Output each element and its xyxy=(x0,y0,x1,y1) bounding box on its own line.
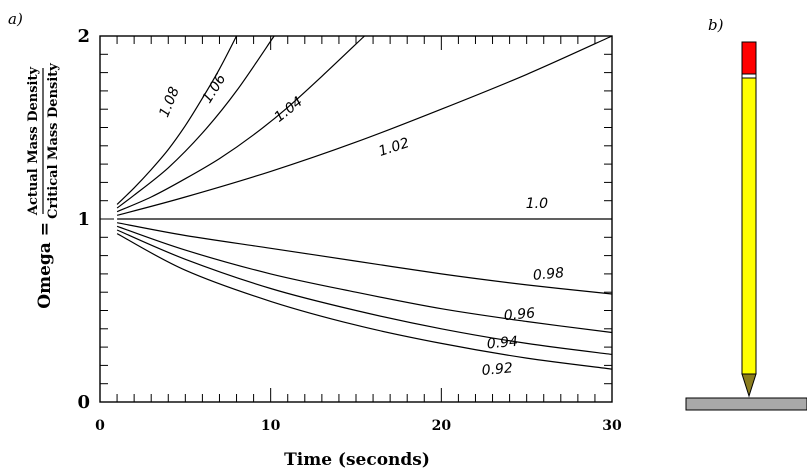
y-tick-label: 2 xyxy=(77,26,90,47)
panel-a-label: a) xyxy=(8,10,23,28)
curve-label-0-96: 0.96 xyxy=(503,305,536,324)
curve-label-1-04: 1.04 xyxy=(271,94,305,126)
curve-omega-1-04 xyxy=(116,35,365,213)
curve-omega-0-94 xyxy=(116,229,613,355)
curve-label-0-92: 0.92 xyxy=(481,360,514,379)
x-tick-label: 0 xyxy=(95,418,105,434)
plot-frame xyxy=(99,35,613,403)
panel-b-label: b) xyxy=(708,16,724,34)
curve-omega-1-06 xyxy=(116,35,275,209)
curve-label-0-94: 0.94 xyxy=(486,334,518,353)
curve-omega-0-98 xyxy=(116,222,613,295)
curve-labels: 1.08 1.06 1.04 1.02 1.0 0.98 0.96 0.94 0.92 xyxy=(156,71,564,379)
y-axis-title: Omega = Actual Mass Density Critical Mas… xyxy=(26,63,61,309)
y-axis-title-numerator: Actual Mass Density xyxy=(26,66,41,216)
curve-label-1-02: 1.02 xyxy=(377,135,412,160)
pencil-eraser xyxy=(741,41,757,75)
y-axis-title-denominator: Critical Mass Density xyxy=(46,63,61,219)
curve-label-1-06: 1.06 xyxy=(199,71,229,106)
omega-curves xyxy=(116,35,613,370)
balanced-pencil-illustration xyxy=(685,41,807,411)
curve-label-1-0: 1.0 xyxy=(526,196,548,212)
pencil-body xyxy=(741,77,757,375)
curve-omega-0-92 xyxy=(116,233,613,370)
pencil-tip xyxy=(741,373,757,398)
x-tick-label: 30 xyxy=(602,418,622,434)
curve-label-0-98: 0.98 xyxy=(532,265,565,284)
curve-omega-1-02 xyxy=(116,35,613,216)
omega-chart: 0 10 20 30 0 1 2 1.08 1.06 1.04 1.02 1.0 0.98 0.96 0.… xyxy=(26,26,622,470)
tick-labels: 0 10 20 30 0 1 2 xyxy=(77,26,622,434)
curve-omega-1-08 xyxy=(116,35,238,205)
surface xyxy=(685,397,807,411)
x-axis-title: Time (seconds) xyxy=(284,450,430,470)
y-tick-label: 0 xyxy=(77,392,90,413)
curve-label-1-08: 1.08 xyxy=(156,85,183,120)
x-tick-label: 20 xyxy=(432,418,452,434)
y-axis-title-prefix: Omega = xyxy=(35,222,55,309)
curve-omega-0-96 xyxy=(116,225,613,334)
x-tick-label: 10 xyxy=(261,418,281,434)
y-tick-label: 1 xyxy=(77,209,90,230)
pencil-ferrule xyxy=(741,73,757,79)
